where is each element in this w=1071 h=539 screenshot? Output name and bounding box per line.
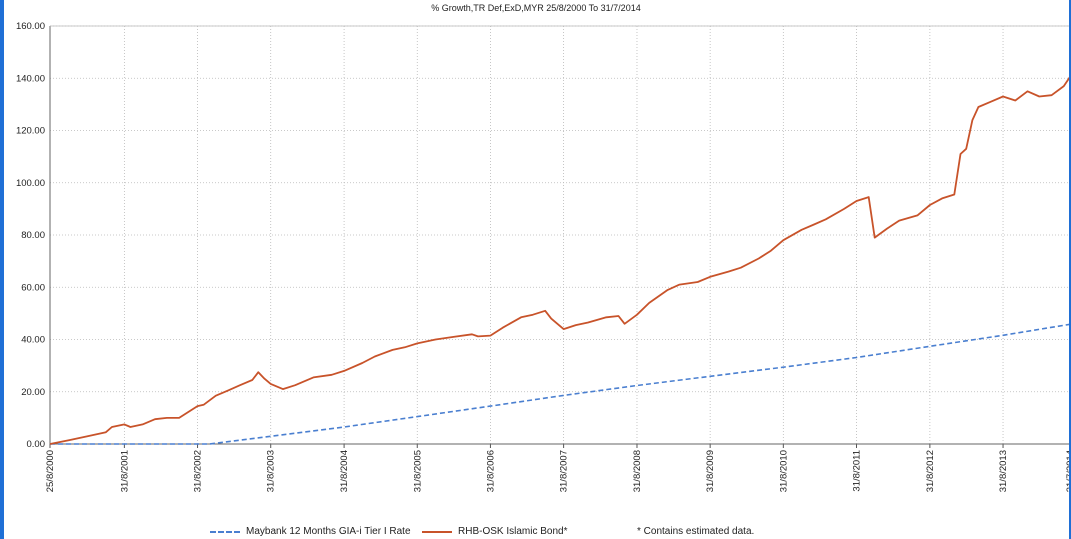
estimated-data-note: * Contains estimated data. xyxy=(637,526,755,537)
x-tick-label: 31/8/2013 xyxy=(998,450,1009,492)
x-tick-label: 31/8/2012 xyxy=(925,450,936,492)
x-tick-label: 31/8/2011 xyxy=(851,450,862,492)
y-tick-label: 100.00 xyxy=(16,178,45,189)
y-tick-label: 0.00 xyxy=(27,439,46,450)
line-chart: % Growth,TR Def,ExD,MYR 25/8/2000 To 31/… xyxy=(16,3,1071,492)
grid xyxy=(49,25,1071,445)
window-edge-left xyxy=(0,0,4,539)
x-tick-label: 31/8/2006 xyxy=(485,450,496,492)
x-tick-label: 31/8/2004 xyxy=(339,450,350,492)
series-line-rhb-osk xyxy=(49,76,1071,445)
series-line-maybank xyxy=(50,323,1071,445)
x-tick-label: 31/8/2010 xyxy=(778,450,789,492)
y-axis-ticks: 0.00 20.00 40.00 60.00 80.00 100.00 120.00 140.… xyxy=(16,21,45,450)
x-tick-label: 31/7/2014 xyxy=(1065,450,1071,492)
x-tick-label: 31/8/2002 xyxy=(193,450,204,492)
y-tick-label: 140.00 xyxy=(16,73,45,84)
x-tick-label: 25/8/2000 xyxy=(45,450,56,492)
legend-item-rhb: RHB-OSK Islamic Bond* xyxy=(422,526,567,537)
legend-label: Maybank 12 Months GIA-i Tier I Rate xyxy=(246,526,411,537)
y-tick-label: 160.00 xyxy=(16,21,45,32)
legend-item-maybank: Maybank 12 Months GIA-i Tier I Rate xyxy=(210,526,411,537)
y-tick-label: 120.00 xyxy=(16,126,45,137)
legend-swatch-dashed xyxy=(210,530,240,533)
x-tick-label: 31/8/2008 xyxy=(632,450,643,492)
legend-label: RHB-OSK Islamic Bond* xyxy=(458,526,568,537)
x-axis-ticks: 25/8/2000 31/8/2001 31/8/2002 31/8/2003 31/8… xyxy=(45,450,1071,492)
window-edge-right xyxy=(1069,0,1071,539)
legend-note: * Contains estimated data. xyxy=(637,526,754,537)
x-tick-label: 31/8/2003 xyxy=(266,450,277,492)
chart-title: % Growth,TR Def,ExD,MYR 25/8/2000 To 31/… xyxy=(431,3,640,13)
legend-swatch-solid xyxy=(422,530,452,533)
legend: Maybank 12 Months GIA-i Tier I Rate RHB-… xyxy=(0,524,1071,539)
y-tick-label: 60.00 xyxy=(21,282,45,293)
x-tick-label: 31/8/2007 xyxy=(559,450,570,492)
axes xyxy=(49,25,1071,448)
x-tick-label: 31/8/2001 xyxy=(119,450,130,492)
x-tick-label: 31/8/2009 xyxy=(705,450,716,492)
y-tick-label: 80.00 xyxy=(21,230,45,241)
series-lines xyxy=(49,76,1071,445)
y-tick-label: 20.00 xyxy=(21,387,45,398)
y-tick-label: 40.00 xyxy=(21,335,45,346)
x-tick-label: 31/8/2005 xyxy=(412,450,423,492)
